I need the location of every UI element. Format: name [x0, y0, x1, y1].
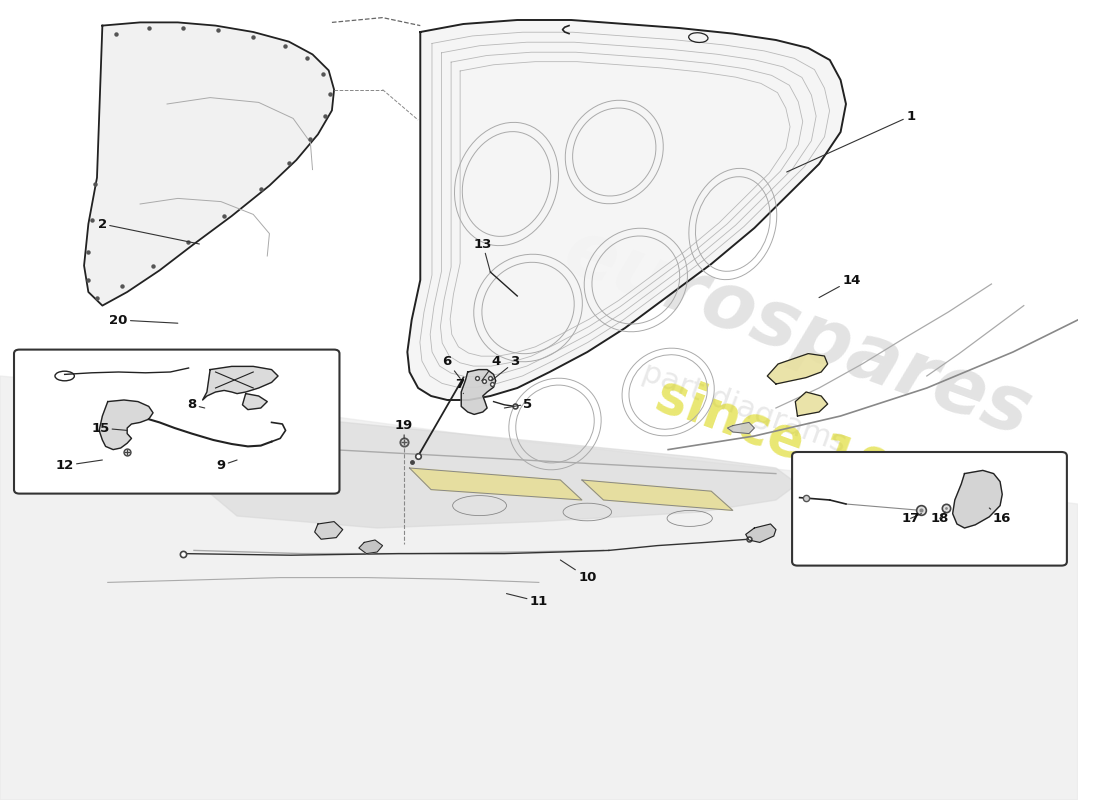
Polygon shape: [315, 522, 343, 539]
Text: 16: 16: [989, 508, 1011, 525]
Text: 7: 7: [455, 378, 464, 394]
Text: 5: 5: [504, 398, 532, 410]
Text: 12: 12: [55, 459, 102, 472]
Text: since 1985: since 1985: [649, 369, 967, 527]
Polygon shape: [84, 22, 334, 306]
Text: 14: 14: [820, 274, 860, 298]
Text: 11: 11: [506, 594, 548, 608]
Text: 6: 6: [442, 355, 460, 378]
Polygon shape: [359, 540, 383, 554]
Text: eurospares: eurospares: [553, 212, 1042, 452]
Polygon shape: [582, 480, 733, 510]
Text: 20: 20: [109, 314, 178, 326]
Polygon shape: [202, 366, 278, 400]
Text: 10: 10: [560, 560, 596, 584]
Polygon shape: [409, 468, 582, 500]
Polygon shape: [953, 470, 1002, 528]
Text: 4: 4: [482, 355, 500, 381]
Text: 19: 19: [395, 419, 414, 438]
Polygon shape: [461, 370, 496, 414]
Text: 8: 8: [187, 398, 205, 411]
FancyBboxPatch shape: [792, 452, 1067, 566]
Text: 17: 17: [902, 512, 922, 525]
Polygon shape: [407, 20, 846, 400]
Text: 9: 9: [217, 459, 238, 472]
Text: 18: 18: [931, 512, 949, 525]
Text: 15: 15: [91, 422, 128, 434]
Polygon shape: [242, 394, 267, 410]
Polygon shape: [194, 410, 798, 528]
Polygon shape: [727, 422, 755, 434]
Text: part diagrams: part diagrams: [638, 358, 849, 458]
Text: 3: 3: [492, 355, 519, 381]
Text: 1: 1: [786, 110, 915, 172]
Polygon shape: [746, 524, 776, 542]
Polygon shape: [768, 354, 827, 384]
Text: 2: 2: [98, 218, 199, 244]
Polygon shape: [99, 400, 153, 450]
FancyBboxPatch shape: [14, 350, 340, 494]
Polygon shape: [0, 376, 1078, 800]
Polygon shape: [795, 392, 827, 416]
Text: 13: 13: [474, 238, 492, 272]
